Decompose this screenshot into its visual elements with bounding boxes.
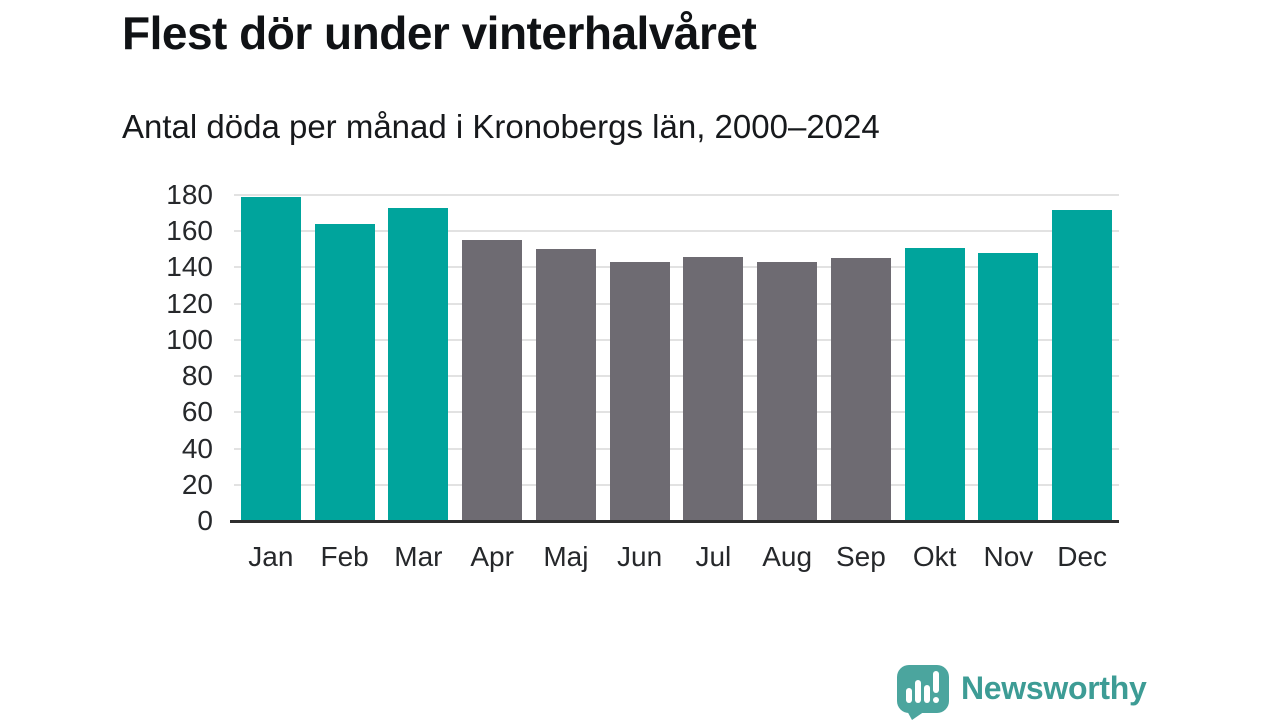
chart-title: Flest dör under vinterhalvåret — [122, 7, 757, 59]
gridline-40 — [234, 447, 1119, 450]
gridline-20 — [234, 483, 1119, 486]
bar-slot-jun — [603, 195, 677, 521]
bar-aug — [757, 262, 818, 521]
bar-slot-maj — [529, 195, 603, 521]
x-tick-label-jul: Jul — [695, 541, 732, 572]
bar-slot-jul — [677, 195, 751, 521]
y-tick-label-80: 80 — [181, 360, 213, 392]
y-tick-label-60: 60 — [181, 396, 213, 428]
y-tick-label-20: 20 — [181, 468, 213, 500]
bar-slot-nov — [972, 195, 1046, 521]
bar-mar — [388, 207, 449, 521]
bar-apr — [462, 240, 523, 521]
x-tick-label-okt: Okt — [912, 541, 957, 572]
bar-slot-sep — [824, 195, 898, 521]
y-tick-label-120: 120 — [166, 287, 213, 319]
y-tick-label-160: 160 — [166, 215, 213, 247]
x-tick-label-jun: Jun — [617, 541, 663, 572]
bar-maj — [535, 249, 596, 521]
y-tick-label-180: 180 — [166, 179, 213, 210]
x-tick-label-sep: Sep — [835, 541, 886, 572]
plot-area — [230, 194, 1119, 523]
x-axis-line — [230, 520, 1119, 523]
bar-okt — [904, 247, 965, 521]
bar-jun — [609, 262, 670, 521]
y-tick-label-40: 40 — [181, 432, 213, 464]
x-tick-label-dec: Dec — [1057, 541, 1108, 572]
gridline-120 — [234, 302, 1119, 305]
newsworthy-logo-icon — [893, 659, 951, 720]
bar-slot-jan — [234, 195, 308, 521]
y-tick-label-140: 140 — [166, 251, 213, 283]
y-axis: 0 20 40 60 80 100 120 140 160 180 — [0, 181, 213, 535]
gridline-160 — [234, 230, 1119, 233]
bar-slot-apr — [455, 195, 529, 521]
x-tick-label-feb: Feb — [320, 541, 369, 572]
gridline-180 — [234, 194, 1119, 196]
x-tick-label-aug: Aug — [762, 541, 813, 572]
bar-feb — [314, 223, 375, 521]
bar-slot-okt — [898, 195, 972, 521]
bar-sep — [830, 258, 891, 521]
bar-slot-feb — [308, 195, 382, 521]
bar-slot-aug — [750, 195, 824, 521]
gridline-140 — [234, 266, 1119, 269]
y-tick-label-100: 100 — [166, 323, 213, 355]
gridline-100 — [234, 338, 1119, 341]
x-tick-label-maj: Maj — [543, 541, 589, 572]
brand-name: Newsworthy — [961, 670, 1147, 706]
bar-slot-mar — [382, 195, 456, 521]
bar-slot-dec — [1045, 195, 1119, 521]
x-tick-label-apr: Apr — [470, 541, 514, 572]
bars-row — [234, 195, 1119, 521]
brand-footer: Newsworthy — [893, 659, 1147, 720]
chart-subtitle: Antal döda per månad i Kronobergs län, 2… — [122, 108, 880, 145]
bar-dec — [1052, 209, 1113, 521]
x-tick-label-jan: Jan — [248, 541, 294, 572]
y-tick-label-0: 0 — [197, 505, 213, 536]
gridline-80 — [234, 375, 1119, 378]
x-tick-label-nov: Nov — [983, 541, 1034, 572]
x-axis: Jan Feb Mar Apr Maj Jun Jul Aug Sep Okt Nov Dec — [234, 541, 1119, 573]
bar-jan — [240, 196, 301, 521]
x-tick-label-mar: Mar — [394, 541, 443, 572]
bar-nov — [978, 252, 1039, 521]
gridline-60 — [234, 411, 1119, 414]
bar-jul — [683, 256, 744, 521]
